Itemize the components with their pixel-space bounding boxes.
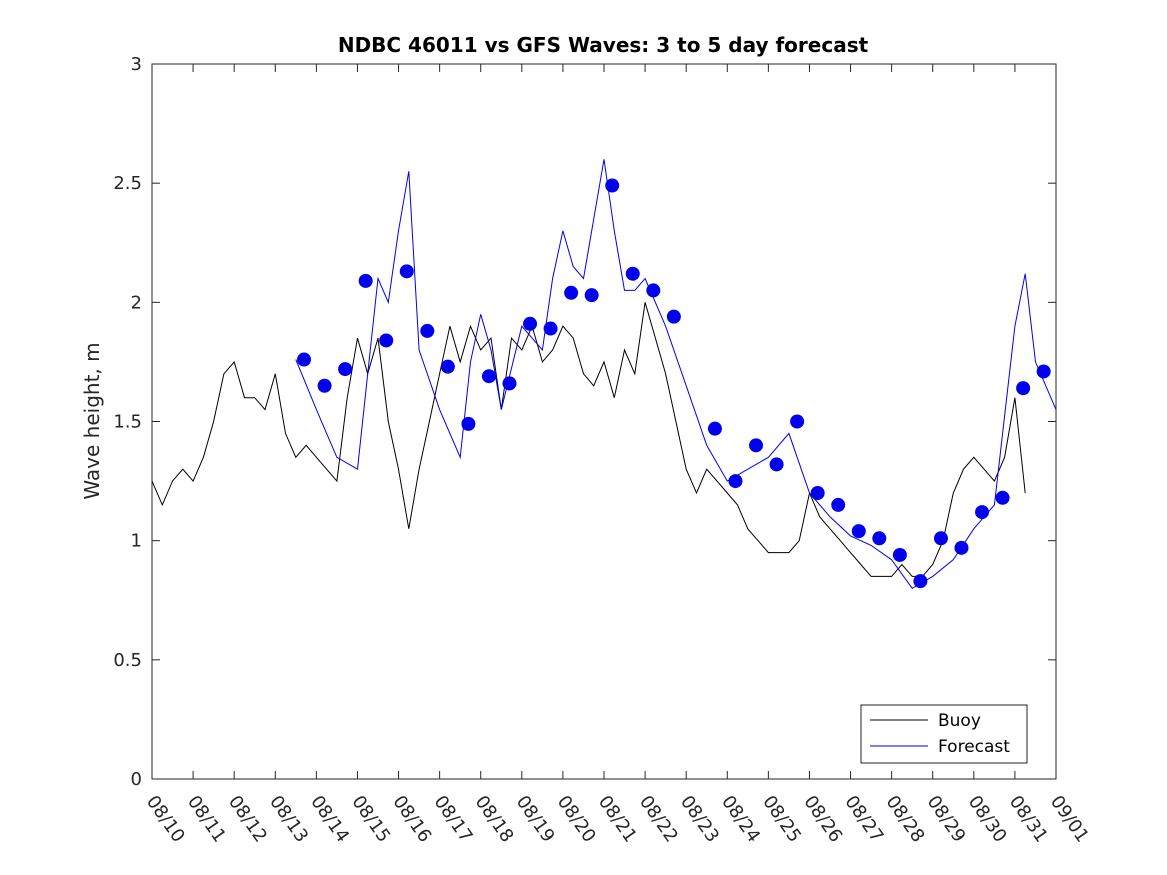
forecast-point [543,321,558,336]
x-tick-label: 08/25 [758,792,805,847]
x-tick-label: 08/28 [882,792,929,847]
forecast-point [481,369,496,384]
forecast-point [461,416,476,431]
forecast-point [707,421,722,436]
forecast-point [358,273,373,288]
legend: Buoy Forecast [860,704,1028,764]
forecast-point [728,474,743,489]
forecast-point [913,574,928,589]
y-tick-label: 2.5 [113,173,142,194]
forecast-point [851,524,866,539]
x-tick-label: 08/26 [799,792,846,847]
x-tick-label: 08/13 [265,792,312,847]
x-tick-label: 08/23 [676,792,723,847]
y-tick-label: 3 [131,54,142,75]
x-tick-label: 08/31 [1005,792,1052,847]
forecast-point [666,309,681,324]
legend-buoy-label: Buoy [938,711,981,731]
x-tick-label: 08/15 [347,792,394,847]
y-tick-label: 2 [131,292,142,313]
forecast-point [317,378,332,393]
forecast-point [502,376,517,391]
legend-box [860,704,1028,764]
forecast-point [872,531,887,546]
forecast-point [749,438,764,453]
y-tick-label: 1 [131,531,142,552]
forecast-point [831,497,846,512]
x-tick-label: 08/24 [717,792,764,847]
legend-forecast-label: Forecast [938,737,1010,757]
x-tick-label: 08/19 [512,792,559,847]
y-tick-label: 0 [131,769,142,790]
forecast-point [1036,364,1051,379]
forecast-point [625,266,640,281]
x-tick-label: 08/14 [306,792,353,847]
forecast-point [605,178,620,193]
forecast-point [523,316,538,331]
forecast-point [810,486,825,500]
x-tick-label: 08/30 [964,792,1011,847]
forecast-point [440,359,455,374]
forecast-point [995,490,1010,505]
series-layer [151,159,1057,589]
chart-title: NDBC 46011 vs GFS Waves: 3 to 5 day fore… [338,33,869,57]
y-axis-label: Wave height, m [80,342,104,499]
y-tick-label: 1.5 [113,412,142,433]
x-tick-label: 08/12 [224,792,271,847]
forecast-point [338,362,353,377]
x-tick-label: 08/29 [923,792,970,847]
y-tick-label: 0.5 [113,650,142,671]
x-tick-label: 08/11 [183,792,230,847]
forecast-point [790,414,805,429]
forecast-point [975,505,990,520]
x-tick-label: 08/18 [471,792,518,847]
forecast-series-line [295,159,1057,589]
buoy-series-line [151,302,1026,577]
forecast-point [954,540,969,555]
x-tick-label: 08/22 [635,792,682,847]
x-tick-label: 08/27 [840,792,887,847]
x-tick-label: 08/16 [388,792,435,847]
x-tick-label: 08/10 [142,792,189,847]
forecast-point [892,547,907,562]
forecast-point [933,531,948,546]
y-ticks: 0 0.5 1 1.5 2 2.5 3 [113,54,1056,790]
forecast-point [646,283,661,298]
forecast-point [399,264,414,279]
forecast-point [564,285,579,300]
plot-frame [151,63,1057,780]
forecast-point [420,323,435,338]
x-tick-label: 08/21 [594,792,641,847]
x-tick-label: 09/01 [1046,792,1093,847]
forecast-point [1016,381,1031,396]
forecast-point [379,333,394,348]
forecast-point [769,457,784,472]
forecast-point [584,288,599,303]
x-tick-label: 08/17 [430,792,477,847]
x-tick-label: 08/20 [553,792,600,847]
forecast-point [297,352,312,367]
